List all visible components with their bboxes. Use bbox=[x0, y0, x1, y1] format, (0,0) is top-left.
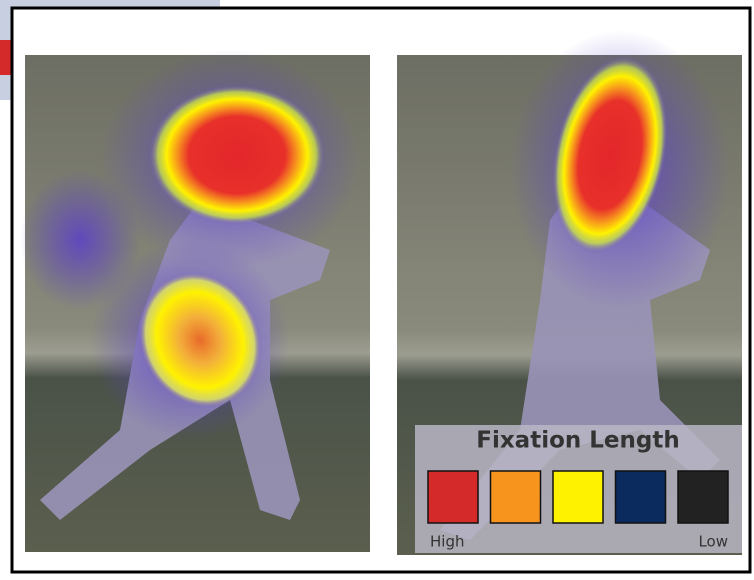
legend-swatch bbox=[553, 471, 603, 523]
heatmap-left bbox=[20, 50, 370, 552]
legend-swatch bbox=[678, 471, 728, 523]
legend-swatch bbox=[491, 471, 541, 523]
legend-high: High bbox=[430, 533, 464, 551]
legend-low: Low bbox=[698, 533, 728, 551]
legend: Fixation Length High Low bbox=[415, 425, 742, 553]
legend-swatch bbox=[616, 471, 666, 523]
screenshot: Fixation Length High Low bbox=[0, 0, 754, 576]
legend-title: Fixation Length bbox=[476, 428, 679, 454]
page: Fixation Length High Low (() => { const … bbox=[0, 0, 754, 576]
legend-swatch bbox=[428, 471, 478, 523]
